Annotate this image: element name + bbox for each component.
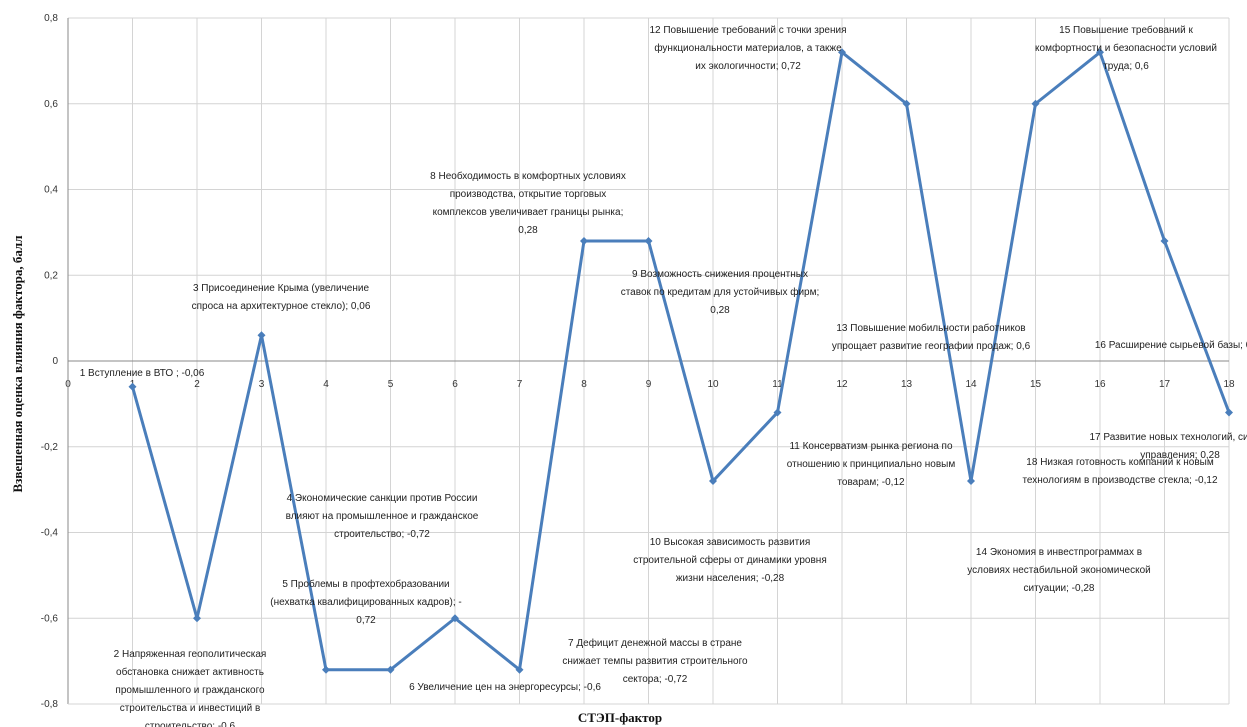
x-axis-title: СТЭП-фактор <box>578 710 662 725</box>
x-tick-label: 18 <box>1223 379 1235 390</box>
data-label: сектора; -0,72 <box>623 674 688 685</box>
data-label: строительство; -0,6 <box>145 721 236 727</box>
y-tick-label: -0,4 <box>41 528 59 539</box>
annotation-layer: 1 Вступление в ВТО ; -0,06 2 Напряженная … <box>80 24 1247 727</box>
data-label: строительство; -0,72 <box>334 529 430 540</box>
x-tick-label: 8 <box>581 379 587 390</box>
data-label: 9 Возможность снижения процентных <box>632 269 808 280</box>
y-tick-label: 0,6 <box>44 99 58 110</box>
data-point-marker <box>709 477 717 486</box>
axis-layer: 01234567891011121314151617180,80,60,40,2… <box>41 13 1235 710</box>
x-tick-label: 16 <box>1094 379 1106 390</box>
data-point-marker <box>580 236 588 245</box>
x-tick-label: 2 <box>194 379 200 390</box>
data-label: ставок по кредитам для устойчивых фирм; <box>621 286 820 298</box>
data-label: комплексов увеличивает границы рынка; <box>433 207 624 218</box>
data-label: 13 Повышение мобильности работников <box>836 322 1025 334</box>
data-point-marker <box>515 665 524 674</box>
data-label: 2 Напряженная геополитическая <box>114 649 267 660</box>
x-tick-label: 7 <box>517 379 523 390</box>
x-tick-label: 12 <box>836 379 848 390</box>
data-point-marker <box>193 614 201 623</box>
x-tick-label: 10 <box>707 379 719 390</box>
data-label: 11 Консерватизм рынка региона по <box>789 441 953 452</box>
data-point-marker <box>451 614 459 623</box>
data-label: 8 Необходимость в комфортных условиях <box>430 170 626 182</box>
data-label: труда; 0,6 <box>1103 61 1149 72</box>
x-tick-label: 13 <box>901 379 913 390</box>
y-tick-label: 0,4 <box>44 185 58 196</box>
data-label: спроса на архитектурное стекло); 0,06 <box>192 301 371 312</box>
data-label: 10 Высокая зависимость развития <box>650 537 811 548</box>
x-tick-label: 4 <box>323 379 329 390</box>
data-label: функциональности материалов, а также <box>654 42 842 54</box>
data-label: 18 Низкая готовность компаний к новым <box>1026 457 1214 468</box>
x-tick-label: 5 <box>388 379 394 390</box>
data-label: товарам; -0,12 <box>837 477 905 488</box>
data-label: строительной сферы от динамики уровня <box>633 554 826 566</box>
data-label: 0,28 <box>518 225 538 236</box>
data-point-marker <box>838 48 846 57</box>
data-label: снижает темпы развития строительного <box>562 656 748 667</box>
data-label: управления; 0,28 <box>1140 450 1220 461</box>
data-label: их экологичности; 0,72 <box>695 61 801 72</box>
series-line-layer <box>128 48 1233 674</box>
data-label: обстановка снижает активность <box>116 666 264 678</box>
data-label: 1 Вступление в ВТО ; -0,06 <box>80 368 205 379</box>
x-tick-label: 14 <box>965 379 977 390</box>
data-label: влияют на промышленное и гражданское <box>286 511 479 522</box>
data-label: 15 Повышение требований к <box>1059 24 1193 36</box>
y-axis-title: Взвешенная оценка влияния фактора, балл <box>10 235 25 492</box>
data-point-marker <box>644 236 653 245</box>
data-label: условиях нестабильной экономической <box>967 564 1151 576</box>
data-point-marker <box>322 665 330 674</box>
data-label: 3 Присоединение Крыма (увеличение <box>193 283 369 294</box>
data-label: производства, открытие торговых <box>450 189 607 200</box>
data-label: 12 Повышение требований с точки зрения <box>649 24 846 36</box>
data-point-marker <box>902 99 911 108</box>
y-tick-label: 0,2 <box>44 270 58 281</box>
data-label: 16 Расширение сырьевой базы; 0,72 <box>1095 339 1247 351</box>
x-tick-label: 15 <box>1030 379 1042 390</box>
data-label: 6 Увеличение цен на энергоресурсы; -0,6 <box>409 682 601 693</box>
data-label: строительства и инвестиций в <box>120 703 261 714</box>
data-label: ситуации; -0,28 <box>1024 583 1095 594</box>
data-point-marker <box>1225 408 1233 417</box>
x-tick-label: 6 <box>452 379 458 390</box>
data-label: 17 Развитие новых технологий, систем <box>1089 432 1247 443</box>
data-point-marker <box>1031 99 1040 108</box>
data-label: 4 Экономические санкции против России <box>287 493 478 504</box>
data-label: комфортности и безопасности условий <box>1035 42 1217 54</box>
x-tick-label: 17 <box>1159 379 1171 390</box>
data-point-marker <box>128 382 137 391</box>
data-label: 0,28 <box>710 305 730 316</box>
data-point-marker <box>1160 236 1169 245</box>
data-label: 14 Экономия в инвестпрограммах в <box>976 547 1142 558</box>
data-point-marker <box>257 331 266 340</box>
data-label: 7 Дефицит денежной массы в стране <box>568 637 742 649</box>
data-point-marker <box>773 408 782 417</box>
data-label: 0,72 <box>356 615 376 626</box>
y-tick-label: 0,8 <box>44 13 58 24</box>
data-label: (нехватка квалифицированных кадров); - <box>270 596 461 608</box>
data-label: отношению к принципиально новым <box>787 459 956 470</box>
y-tick-label: -0,8 <box>41 699 59 710</box>
series-line <box>131 50 1231 672</box>
data-point-marker <box>967 477 975 486</box>
data-point-marker <box>386 665 395 674</box>
x-tick-label: 11 <box>772 379 783 390</box>
data-point-marker <box>1096 48 1104 57</box>
data-label: 5 Проблемы в профтехобразовании <box>282 578 449 590</box>
data-label: упрощает развитие географии продаж; 0,6 <box>832 340 1031 352</box>
data-label: промышленного и гражданского <box>115 685 265 696</box>
y-tick-label: -0,6 <box>41 613 59 624</box>
x-tick-label: 3 <box>259 379 265 390</box>
data-label: технологиям в производстве стекла; -0,12 <box>1022 475 1217 486</box>
y-tick-label: -0,2 <box>41 442 59 453</box>
x-tick-label: 9 <box>646 379 652 390</box>
data-label: жизни населения; -0,28 <box>676 573 785 584</box>
y-tick-label: 0 <box>52 356 58 367</box>
